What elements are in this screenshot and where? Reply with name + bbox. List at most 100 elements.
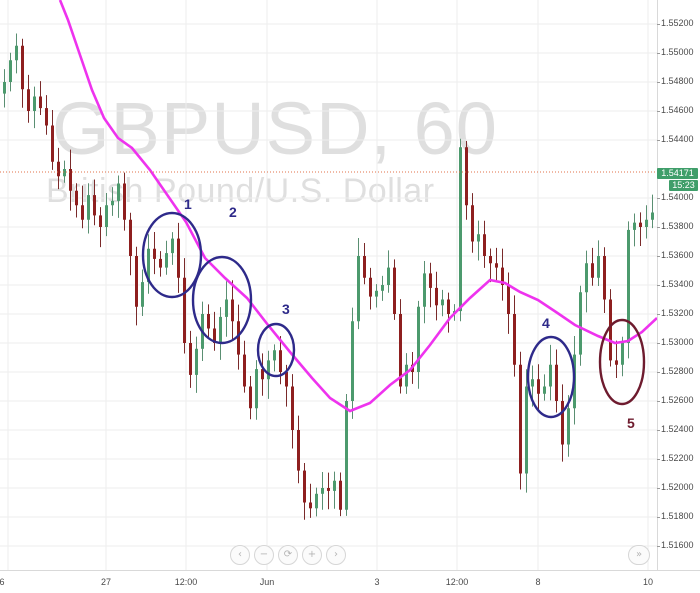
candle-body <box>501 267 504 285</box>
candle-body <box>141 282 144 307</box>
zoom-in-button[interactable]: + <box>302 545 322 565</box>
candle-body <box>561 401 564 445</box>
scroll-left-button[interactable]: ‹ <box>230 545 250 565</box>
chart-navigation: ‹ − ⟳ + › <box>230 545 346 565</box>
candle-body <box>21 45 24 90</box>
price-tick-label: 1.55000 <box>657 47 694 57</box>
candle-body <box>465 147 468 206</box>
candle-body <box>57 161 60 177</box>
candle-body <box>213 328 216 343</box>
candle-body <box>219 316 222 343</box>
candle-body <box>339 480 342 510</box>
candle-body <box>243 354 246 387</box>
candle-body <box>615 360 618 365</box>
annotation-label-4: 4 <box>542 315 550 331</box>
time-tick-label: 8 <box>535 577 541 587</box>
candle-body <box>93 195 96 216</box>
candle-body <box>645 219 648 227</box>
candle-body <box>147 248 150 283</box>
price-tick-label: 1.53800 <box>657 221 694 231</box>
candle-body <box>183 277 186 343</box>
candle-body <box>597 256 600 278</box>
candle-body <box>531 379 534 387</box>
candle-body <box>315 493 318 509</box>
candle-body <box>627 229 630 343</box>
price-tick-label: 1.54600 <box>657 105 694 115</box>
annotation-circle-4 <box>526 335 576 419</box>
candle-body <box>549 364 552 387</box>
annotation-label-2: 2 <box>229 204 237 220</box>
annotation-circle-3 <box>256 322 296 378</box>
candle-body <box>537 379 540 394</box>
candle-body <box>447 299 450 314</box>
candle-body <box>387 267 390 285</box>
candle-body <box>171 238 174 254</box>
time-tick-label: 3 <box>374 577 380 587</box>
watermark-description: British Pound/U.S. Dollar <box>46 172 435 210</box>
candle-body <box>153 248 156 259</box>
candle-body <box>363 256 366 278</box>
candle-body <box>603 256 606 300</box>
candle-body <box>621 343 624 365</box>
candle-body <box>513 314 516 365</box>
candle-body <box>117 183 120 201</box>
candle-body <box>417 306 420 372</box>
candle-body <box>81 205 84 220</box>
candle-body <box>225 299 228 317</box>
price-tick-label: 1.52400 <box>657 424 694 434</box>
candle-body <box>33 96 36 111</box>
candle-body <box>237 321 240 355</box>
price-axis[interactable]: 1.55200 1.55000 1.54800 1.54600 1.54400 1.540… <box>657 0 700 570</box>
scroll-to-end-button[interactable]: » <box>628 545 650 565</box>
price-tick-label: 1.54000 <box>657 192 694 202</box>
candle-body <box>429 273 432 288</box>
scroll-right-button[interactable]: › <box>326 545 346 565</box>
watermark-symbol: GBPUSD, 60 <box>52 87 498 170</box>
candle-body <box>99 215 102 227</box>
candle-body <box>39 96 42 109</box>
reset-chart-button[interactable]: ⟳ <box>278 545 298 565</box>
candle-body <box>585 263 588 293</box>
current-price-badge: 1.54171 <box>657 168 698 179</box>
candle-body <box>249 386 252 409</box>
candle-body <box>495 263 498 268</box>
candle-body <box>261 369 264 380</box>
candle-body <box>231 299 234 322</box>
candle-body <box>165 253 168 268</box>
candle-body <box>9 60 12 82</box>
candle-body <box>555 364 558 401</box>
candle-body <box>75 190 78 206</box>
candle-body <box>159 258 162 268</box>
candle-body <box>393 267 396 314</box>
candle-body <box>3 82 6 94</box>
chart-area[interactable]: GBPUSD, 60 British Pound/U.S. Dollar 1 2 3… <box>0 0 657 570</box>
candle-body <box>579 292 582 355</box>
candlestick-chart[interactable]: 1 2 3 4 5 <box>0 0 657 570</box>
candle-body <box>519 364 522 474</box>
candle-body <box>273 350 276 361</box>
candle-body <box>327 488 330 491</box>
candle-body <box>303 470 306 503</box>
candle-body <box>69 169 72 191</box>
price-tick-label: 1.52800 <box>657 366 694 376</box>
price-tick-label: 1.54400 <box>657 134 694 144</box>
price-tick-label: 1.52200 <box>657 453 694 463</box>
annotation-circle-5 <box>598 318 646 406</box>
annotation-label-3: 3 <box>282 301 290 317</box>
candle-body <box>375 290 378 297</box>
candle-body <box>195 348 198 375</box>
candle-body <box>471 205 474 242</box>
time-tick-label: 12:00 <box>174 577 198 587</box>
candle-body <box>489 256 492 264</box>
price-tick-label: 1.53600 <box>657 250 694 260</box>
candle-body <box>267 360 270 380</box>
candle-body <box>357 256 360 322</box>
zoom-out-button[interactable]: − <box>254 545 274 565</box>
time-axis[interactable]: 6 27 12:00 Jun 3 12:00 8 10 <box>0 570 700 593</box>
candle-body <box>507 285 510 314</box>
candle-body <box>351 321 354 401</box>
candle-body <box>309 502 312 509</box>
candle-body <box>285 372 288 387</box>
price-tick-label: 1.52000 <box>657 482 694 492</box>
candle-body <box>291 386 294 430</box>
